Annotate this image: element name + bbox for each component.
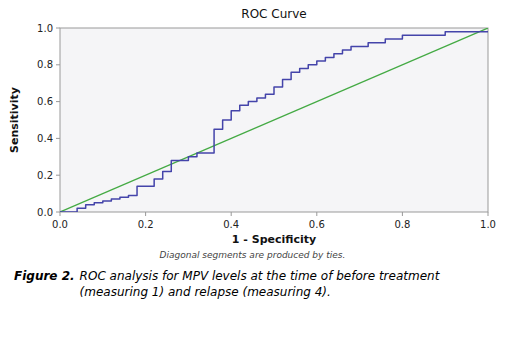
y-tick [56, 175, 60, 176]
x-tick [60, 212, 61, 216]
y-tick-label: 0.8 [37, 59, 53, 70]
y-tick [56, 138, 60, 139]
chart: 0.0 0.2 0.4 0.6 0.8 1.0 0.0 0.2 0.4 0.6 0.8 1.0 ROC … [0, 0, 505, 345]
x-tick [231, 212, 232, 216]
reference-line [60, 28, 488, 212]
caption-bold: Figure 2. [14, 269, 75, 283]
y-tick-label: 0.2 [37, 170, 53, 181]
title: ROC Curve [241, 7, 306, 21]
x-tick [316, 212, 317, 216]
y-tick [56, 101, 60, 102]
x-tick-label: 0.8 [394, 219, 410, 230]
caption-line: (measuring 1) and relapse (measuring 4). [80, 285, 331, 299]
y-axis-label: Sensitivity [8, 87, 21, 153]
plot-area [60, 28, 488, 212]
x-axis-label: 1 - Specificity [232, 233, 316, 246]
series-group [60, 28, 488, 212]
y-tick-label: 0.4 [37, 133, 53, 144]
y-tick-label: 1.0 [37, 23, 53, 34]
roc-line [60, 32, 488, 212]
y-tick [56, 28, 60, 29]
y-tick-label: 0.6 [37, 96, 53, 107]
y-tick-label: 0.0 [37, 207, 53, 218]
x-tick [145, 212, 146, 216]
footnote: Diagonal segments are produced by ties. [160, 250, 346, 260]
y-tick [56, 212, 60, 213]
x-tick-label: 1.0 [480, 219, 496, 230]
y-tick [56, 64, 60, 65]
x-tick-label: 0.6 [309, 219, 325, 230]
x-tick [488, 212, 489, 216]
x-tick-label: 0.2 [138, 219, 154, 230]
x-tick [402, 212, 403, 216]
x-tick-label: 0.0 [52, 219, 68, 230]
x-tick-label: 0.4 [223, 219, 239, 230]
caption-text: ROC analysis for MPV levels at the time … [80, 269, 441, 299]
caption-line: ROC analysis for MPV levels at the time … [80, 269, 441, 283]
